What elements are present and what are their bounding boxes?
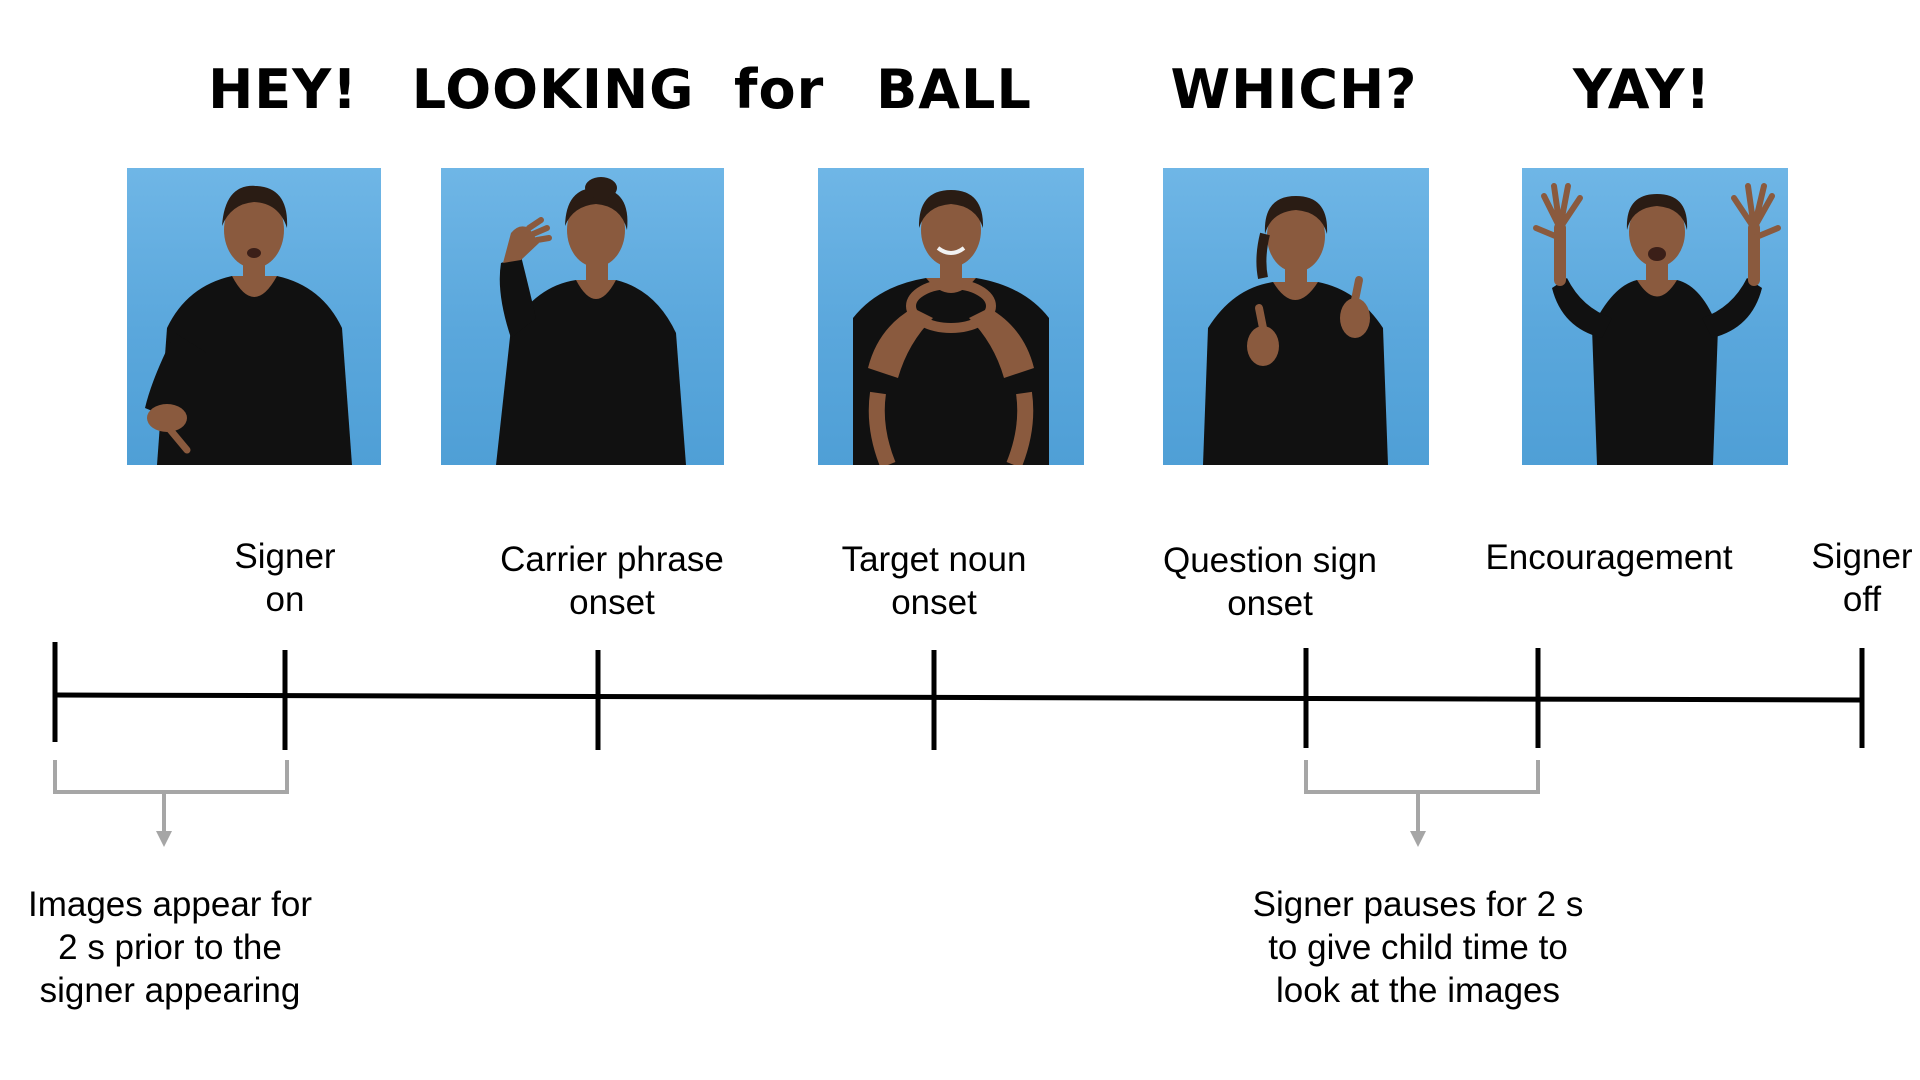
signer-photo-hey	[127, 168, 381, 465]
event-label-line: Signer	[234, 537, 336, 576]
gloss-looking-for: LOOKING for	[411, 58, 825, 121]
event-label-target-noun: Target noun onset	[842, 538, 1027, 624]
bracket-arrow-head	[1410, 831, 1426, 847]
signer-which-figure	[1203, 196, 1388, 465]
signer-photo-yay	[1522, 168, 1788, 465]
event-label-line: off	[1842, 580, 1882, 619]
signer-photo-ball	[818, 168, 1084, 465]
event-label-encouragement: Encouragement	[1485, 536, 1732, 579]
event-label-signer-on: Signer on	[234, 535, 335, 621]
event-label-signer-off: Signer off	[1811, 535, 1912, 621]
gloss-hey: HEY!	[208, 58, 358, 121]
gloss-yay: YAY!	[1572, 58, 1712, 121]
event-label-line: onset	[891, 583, 977, 622]
note-line: to give child time to	[1268, 928, 1568, 967]
signer-photo-looking	[441, 168, 724, 465]
event-label-line: onset	[1227, 584, 1313, 623]
bracket-arrow-head	[156, 831, 172, 847]
event-label-line: onset	[569, 583, 655, 622]
signer-looking-figure	[496, 177, 686, 465]
event-label-carrier-phrase: Carrier phrase onset	[500, 538, 724, 624]
event-label-line: Encouragement	[1485, 538, 1733, 577]
signer-hey-figure	[145, 185, 352, 465]
note-line: signer appearing	[39, 971, 301, 1010]
gloss-which: WHICH?	[1170, 58, 1418, 121]
bracket-images-appear	[53, 760, 289, 794]
note-images-appear: Images appear for 2 s prior to the signe…	[28, 883, 312, 1012]
note-signer-pauses: Signer pauses for 2 s to give child time…	[1253, 883, 1584, 1012]
note-line: look at the images	[1275, 971, 1561, 1010]
signer-photo-which	[1163, 168, 1429, 465]
signer-yay-figure	[1533, 183, 1781, 465]
event-label-line: Target noun	[841, 540, 1027, 579]
event-label-line: Question sign	[1162, 541, 1378, 580]
signer-ball-figure	[853, 190, 1049, 465]
note-line: Images appear for	[27, 885, 313, 924]
gloss-ball: BALL	[876, 58, 1032, 121]
event-label-line: Carrier phrase	[500, 540, 724, 579]
event-label-line: Signer	[1811, 537, 1913, 576]
event-label-question-sign: Question sign onset	[1163, 539, 1377, 625]
note-line: Signer pauses for 2 s	[1252, 885, 1584, 924]
note-line: 2 s prior to the	[58, 928, 282, 967]
bracket-signer-pauses	[1304, 760, 1540, 794]
timeline-axis	[54, 692, 1863, 703]
event-label-line: on	[265, 580, 305, 619]
